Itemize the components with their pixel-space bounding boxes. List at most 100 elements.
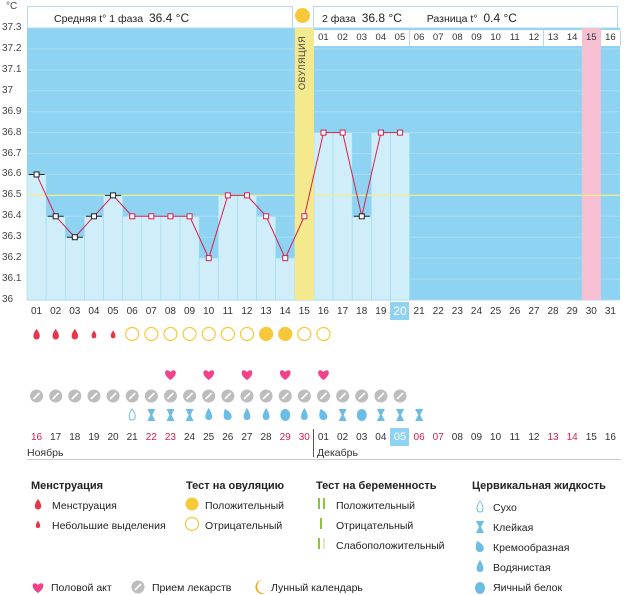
temperature-bar bbox=[218, 195, 238, 301]
fluid-sticky-icon bbox=[415, 409, 424, 421]
x-tick-label[interactable]: 04 bbox=[88, 306, 100, 317]
heart-icon bbox=[203, 370, 215, 380]
temperature-point bbox=[358, 213, 365, 220]
calendar-date[interactable]: 14 bbox=[566, 432, 578, 443]
calendar-date[interactable]: 05 bbox=[390, 428, 410, 446]
medication-icon-slash bbox=[186, 392, 194, 400]
x-tick-label[interactable]: 09 bbox=[183, 306, 196, 317]
x-tick-label[interactable]: 22 bbox=[432, 306, 444, 317]
phase2-day-number: 16 bbox=[600, 30, 621, 46]
calendar-date[interactable]: 03 bbox=[356, 432, 368, 443]
x-tick-label[interactable]: 11 bbox=[222, 306, 233, 317]
ovulation-test-icon bbox=[125, 326, 140, 342]
temperature-point bbox=[33, 171, 40, 178]
calendar-date[interactable]: 18 bbox=[69, 432, 81, 443]
calendar-date[interactable]: 10 bbox=[490, 432, 502, 443]
x-tick-label[interactable]: 13 bbox=[260, 306, 272, 317]
temperature-bar bbox=[103, 195, 123, 301]
calendar-date[interactable]: 01 bbox=[317, 432, 329, 443]
phase2-day-number: 07 bbox=[428, 30, 449, 46]
calendar-date[interactable]: 20 bbox=[107, 432, 119, 443]
x-tick-label[interactable]: 25 bbox=[490, 306, 502, 317]
temperature-point bbox=[224, 192, 231, 199]
x-tick-label[interactable]: 20 bbox=[390, 302, 410, 320]
calendar-date[interactable]: 11 bbox=[509, 432, 520, 443]
x-tick-label[interactable]: 05 bbox=[107, 306, 119, 317]
temperature-bar bbox=[45, 216, 66, 301]
x-tick-label[interactable]: 18 bbox=[356, 306, 368, 317]
legend-spotting-item: Небольшие выделения bbox=[52, 520, 166, 532]
x-tick-label[interactable]: 31 bbox=[604, 306, 616, 317]
heart-icon bbox=[279, 370, 291, 380]
calendar-date[interactable]: 29 bbox=[279, 432, 291, 443]
medication-icon-slash bbox=[319, 392, 328, 400]
x-tick-label[interactable]: 03 bbox=[69, 306, 81, 317]
calendar-date[interactable]: 16 bbox=[604, 432, 616, 443]
calendar-date[interactable]: 19 bbox=[88, 432, 100, 443]
calendar-date[interactable]: 04 bbox=[375, 432, 387, 443]
x-tick-label[interactable]: 29 bbox=[566, 306, 578, 317]
x-tick-label[interactable]: 10 bbox=[203, 306, 215, 317]
phase2-day-number: 04 bbox=[371, 30, 392, 46]
x-tick-label[interactable]: 15 bbox=[298, 306, 310, 317]
y-tick-label: 37.3 bbox=[2, 22, 22, 33]
x-tick-label[interactable]: 24 bbox=[470, 306, 483, 317]
calendar-date[interactable]: 13 bbox=[547, 432, 559, 443]
x-tick-label[interactable]: 28 bbox=[547, 306, 559, 317]
calendar-date[interactable]: 16 bbox=[30, 432, 43, 443]
x-tick-label[interactable]: 30 bbox=[585, 306, 597, 317]
x-tick-label[interactable]: 16 bbox=[317, 306, 329, 317]
fluid-watery-icon bbox=[243, 408, 251, 420]
x-tick-label[interactable]: 21 bbox=[413, 306, 425, 317]
calendar-date[interactable]: 06 bbox=[413, 432, 425, 443]
phase2-day-number: 12 bbox=[524, 30, 545, 46]
month-november: Ноябрь bbox=[27, 447, 64, 459]
calendar-date[interactable]: 27 bbox=[241, 432, 253, 443]
calendar-date[interactable]: 26 bbox=[222, 432, 234, 443]
temperature-bar bbox=[332, 132, 353, 301]
medication-icon-slash bbox=[71, 392, 79, 400]
fluid-sticky-icon bbox=[376, 409, 385, 421]
heart-icon bbox=[241, 370, 253, 380]
x-tick-label[interactable]: 02 bbox=[50, 306, 62, 317]
x-tick-label[interactable]: 14 bbox=[279, 306, 291, 317]
calendar-date[interactable]: 21 bbox=[126, 432, 138, 443]
calendar-date[interactable]: 12 bbox=[528, 432, 540, 443]
x-tick-label[interactable]: 07 bbox=[145, 306, 157, 317]
calendar-date[interactable]: 28 bbox=[260, 432, 272, 443]
legend-fluid-watery-icon bbox=[476, 560, 484, 572]
calendar-date[interactable]: 02 bbox=[337, 432, 349, 443]
heart-icon bbox=[318, 370, 329, 380]
menstruation-drop-icon bbox=[52, 329, 59, 340]
calendar-date[interactable]: 30 bbox=[298, 432, 310, 443]
temperature-point bbox=[205, 255, 212, 262]
legend-lunar-calendar[interactable]: Лунный календарь bbox=[271, 582, 363, 594]
medication-icon-slash bbox=[396, 392, 404, 400]
calendar-date[interactable]: 23 bbox=[164, 432, 176, 443]
calendar-date[interactable]: 24 bbox=[183, 432, 196, 443]
calendar-date[interactable]: 07 bbox=[432, 432, 444, 443]
legend-fluid-dry: Сухо bbox=[493, 502, 517, 514]
calendar-date[interactable]: 22 bbox=[145, 432, 157, 443]
x-tick-label[interactable]: 06 bbox=[126, 306, 138, 317]
medication-icon-slash bbox=[52, 392, 60, 400]
temperature-point bbox=[110, 192, 117, 199]
calendar-date[interactable]: 08 bbox=[451, 432, 463, 443]
x-tick-label[interactable]: 27 bbox=[528, 306, 540, 317]
temperature-bar bbox=[160, 216, 181, 301]
calendar-date[interactable]: 25 bbox=[203, 432, 215, 443]
legend-ovulation-title: Тест на овуляцию bbox=[186, 480, 285, 492]
x-tick-label[interactable]: 01 bbox=[30, 306, 43, 317]
temperature-bar bbox=[141, 216, 162, 301]
x-tick-label[interactable]: 08 bbox=[164, 306, 176, 317]
calendar-date[interactable]: 15 bbox=[585, 432, 597, 443]
x-tick-label[interactable]: 17 bbox=[337, 306, 349, 317]
month-december: Декабрь bbox=[317, 447, 358, 459]
calendar-date[interactable]: 17 bbox=[50, 432, 62, 443]
x-tick-label[interactable]: 23 bbox=[451, 306, 463, 317]
x-tick-label[interactable]: 19 bbox=[375, 306, 387, 317]
calendar-date[interactable]: 09 bbox=[470, 432, 483, 443]
x-tick-label[interactable]: 26 bbox=[509, 306, 521, 317]
ovulation-test-icon bbox=[220, 326, 235, 342]
x-tick-label[interactable]: 12 bbox=[241, 306, 253, 317]
